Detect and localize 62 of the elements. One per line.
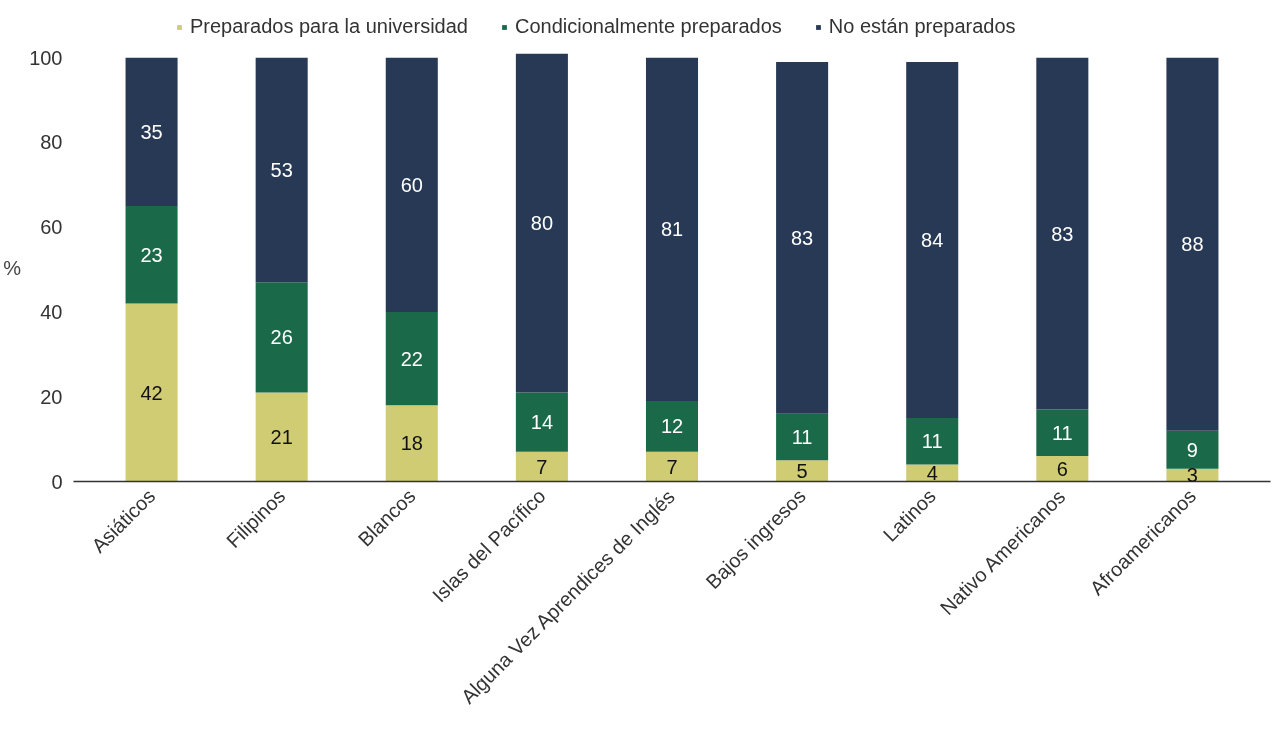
bar [906, 417, 959, 465]
bar [515, 392, 568, 452]
data-label: 88 [1181, 233, 1204, 256]
data-label: 11 [921, 430, 943, 453]
bar [515, 451, 568, 482]
bar [385, 312, 438, 406]
data-label: 83 [1051, 222, 1074, 245]
y-tick-label: 80 [40, 131, 63, 154]
data-label: 14 [530, 411, 554, 434]
data-label: 7 [666, 455, 678, 478]
legend-label: Preparados para la universidad [190, 15, 468, 38]
data-label: 53 [270, 159, 293, 182]
y-tick-label: 20 [40, 385, 63, 408]
bar [776, 413, 829, 461]
data-label: 5 [796, 459, 808, 482]
bar [125, 57, 178, 207]
bar [1036, 57, 1089, 410]
y-tick-label: 100 [29, 46, 63, 69]
data-label: 9 [1186, 438, 1198, 461]
data-label: 84 [921, 228, 944, 251]
data-label: 4 [926, 462, 938, 485]
data-label: 12 [660, 415, 684, 438]
bar [255, 57, 308, 283]
data-label: 11 [1051, 421, 1073, 444]
bar [125, 206, 178, 304]
legend-label: Condicionalmente preparados [514, 15, 782, 38]
bar [1036, 409, 1089, 457]
bar [255, 282, 308, 393]
bar [515, 53, 568, 393]
bar [1166, 57, 1219, 431]
bar [255, 392, 308, 482]
data-label: 18 [400, 432, 423, 455]
bar [385, 405, 438, 482]
bar [645, 400, 699, 452]
data-label: 60 [400, 173, 423, 196]
data-label: 3 [1186, 464, 1198, 487]
data-label: 6 [1056, 457, 1068, 480]
legend-label: No están preparados [828, 15, 1016, 38]
bar [1036, 456, 1089, 482]
data-label: 11 [791, 426, 813, 448]
data-label: 23 [140, 243, 163, 266]
data-label: 35 [140, 120, 163, 143]
bar [776, 61, 829, 414]
data-label: 21 [270, 426, 293, 448]
data-label: 83 [790, 226, 814, 249]
y-axis-title: % [3, 256, 22, 279]
data-label: 81 [660, 218, 684, 241]
data-label: 42 [140, 381, 163, 404]
bar [125, 303, 178, 482]
bar [1166, 430, 1219, 469]
y-tick-label: 0 [51, 470, 63, 493]
bar [776, 460, 829, 482]
bar [385, 57, 438, 312]
data-label: 22 [400, 347, 423, 370]
data-label: 80 [530, 212, 554, 234]
data-label: 7 [536, 455, 548, 478]
bar [906, 61, 959, 418]
y-tick-label: 60 [40, 216, 63, 239]
bar [645, 451, 699, 482]
bar [645, 57, 699, 401]
data-label: 26 [270, 326, 293, 349]
y-tick-label: 40 [40, 301, 63, 323]
